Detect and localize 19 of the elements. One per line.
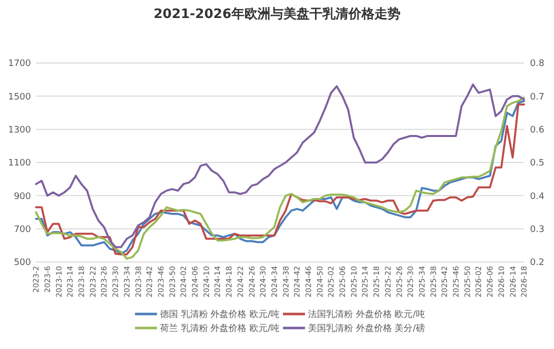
y2-tick-label: 0.6: [530, 125, 545, 136]
y-tick-label: 500: [14, 258, 32, 268]
chart-title: 2021-2026年欧洲与美盘干乳清价格走势: [154, 6, 400, 22]
legend-label: 德国 乳清粉 外盘价格 欧元/吨: [160, 309, 280, 320]
y2-tick-label: 0.5: [530, 158, 544, 169]
y-tick-label: 900: [14, 192, 32, 202]
legend-label: 法国乳清粉 外盘价格 欧元/吨: [308, 309, 425, 320]
y2-tick-label: 0.7: [530, 92, 544, 102]
y-tick-label: 1700: [8, 59, 32, 70]
y2-tick-label: 0.2: [530, 258, 544, 268]
y2-tick-label: 0.3: [530, 224, 544, 235]
legend-label: 荷兰 乳清粉 外盘价格 欧元/吨: [160, 323, 280, 334]
y-tick-label: 1500: [8, 92, 32, 102]
y2-tick-label: 0.8: [530, 59, 545, 70]
legend-label: 美国乳清粉 外盘价格 美分/磅: [308, 323, 425, 334]
y-tick-label: 1100: [8, 158, 32, 169]
y-tick-label: 700: [14, 224, 32, 235]
y2-tick-label: 0.4: [530, 192, 545, 202]
y-tick-label: 1300: [8, 125, 32, 136]
